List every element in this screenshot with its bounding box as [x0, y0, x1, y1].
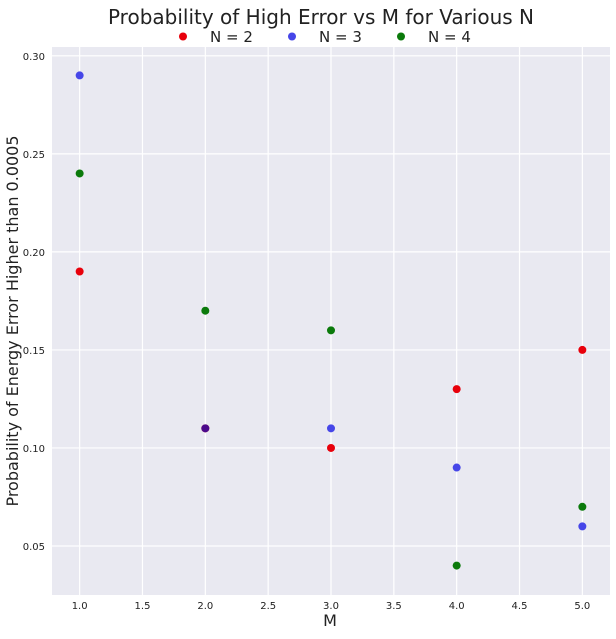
data-points	[75, 71, 587, 570]
data-point-series-2	[578, 345, 587, 354]
y-tick-label: 0.15	[23, 346, 45, 357]
x-tick-label: 3.0	[323, 601, 339, 612]
legend: N = 2 N = 3 N = 4	[179, 28, 471, 46]
data-point-series-3	[201, 424, 210, 433]
y-tick-label: 0.30	[23, 52, 45, 63]
legend-item: N = 2	[179, 28, 253, 46]
data-point-series-3	[327, 424, 335, 433]
x-tick-label: 4.5	[512, 601, 528, 612]
y-axis-label: Probability of Energy Error Higher than …	[3, 135, 22, 506]
legend-label: N = 3	[319, 28, 362, 46]
x-tick-label: 2.0	[197, 601, 213, 612]
data-point-series-4	[75, 169, 84, 178]
chart-title: Probability of High Error vs M for Vario…	[108, 5, 534, 29]
legend-item: N = 3	[288, 28, 362, 46]
data-point-series-2	[75, 267, 84, 276]
legend-label: N = 2	[210, 28, 253, 46]
y-tick-label: 0.05	[23, 542, 45, 553]
data-point-series-3	[75, 71, 84, 80]
x-axis-ticks: 1.0 1.5 2.0 2.5 3.0 3.5 4.0 4.5 5.0	[72, 601, 591, 612]
x-tick-label: 4.0	[449, 601, 465, 612]
data-point-series-4	[452, 561, 461, 570]
legend-item: N = 4	[397, 28, 471, 46]
y-tick-label: 0.10	[23, 444, 45, 455]
x-tick-label: 5.0	[574, 601, 590, 612]
y-axis-ticks: 0.05 0.10 0.15 0.20 0.25 0.30	[23, 52, 45, 553]
data-point-series-4	[327, 326, 335, 335]
legend-marker	[179, 32, 187, 41]
data-point-series-2	[452, 385, 461, 394]
x-axis-label: M	[323, 611, 337, 630]
data-point-series-3	[578, 522, 587, 531]
legend-marker	[288, 32, 296, 41]
y-tick-label: 0.20	[23, 248, 45, 259]
x-tick-label: 1.5	[135, 601, 151, 612]
y-tick-label: 0.25	[23, 150, 45, 161]
x-tick-label: 3.5	[386, 601, 402, 612]
legend-label: N = 4	[428, 28, 471, 46]
data-point-series-2	[327, 443, 335, 452]
x-tick-label: 1.0	[72, 601, 88, 612]
data-point-series-4	[578, 502, 587, 511]
data-point-series-4	[201, 306, 210, 315]
legend-marker	[397, 32, 405, 41]
data-point-series-3	[452, 463, 461, 472]
x-tick-label: 2.5	[260, 601, 276, 612]
